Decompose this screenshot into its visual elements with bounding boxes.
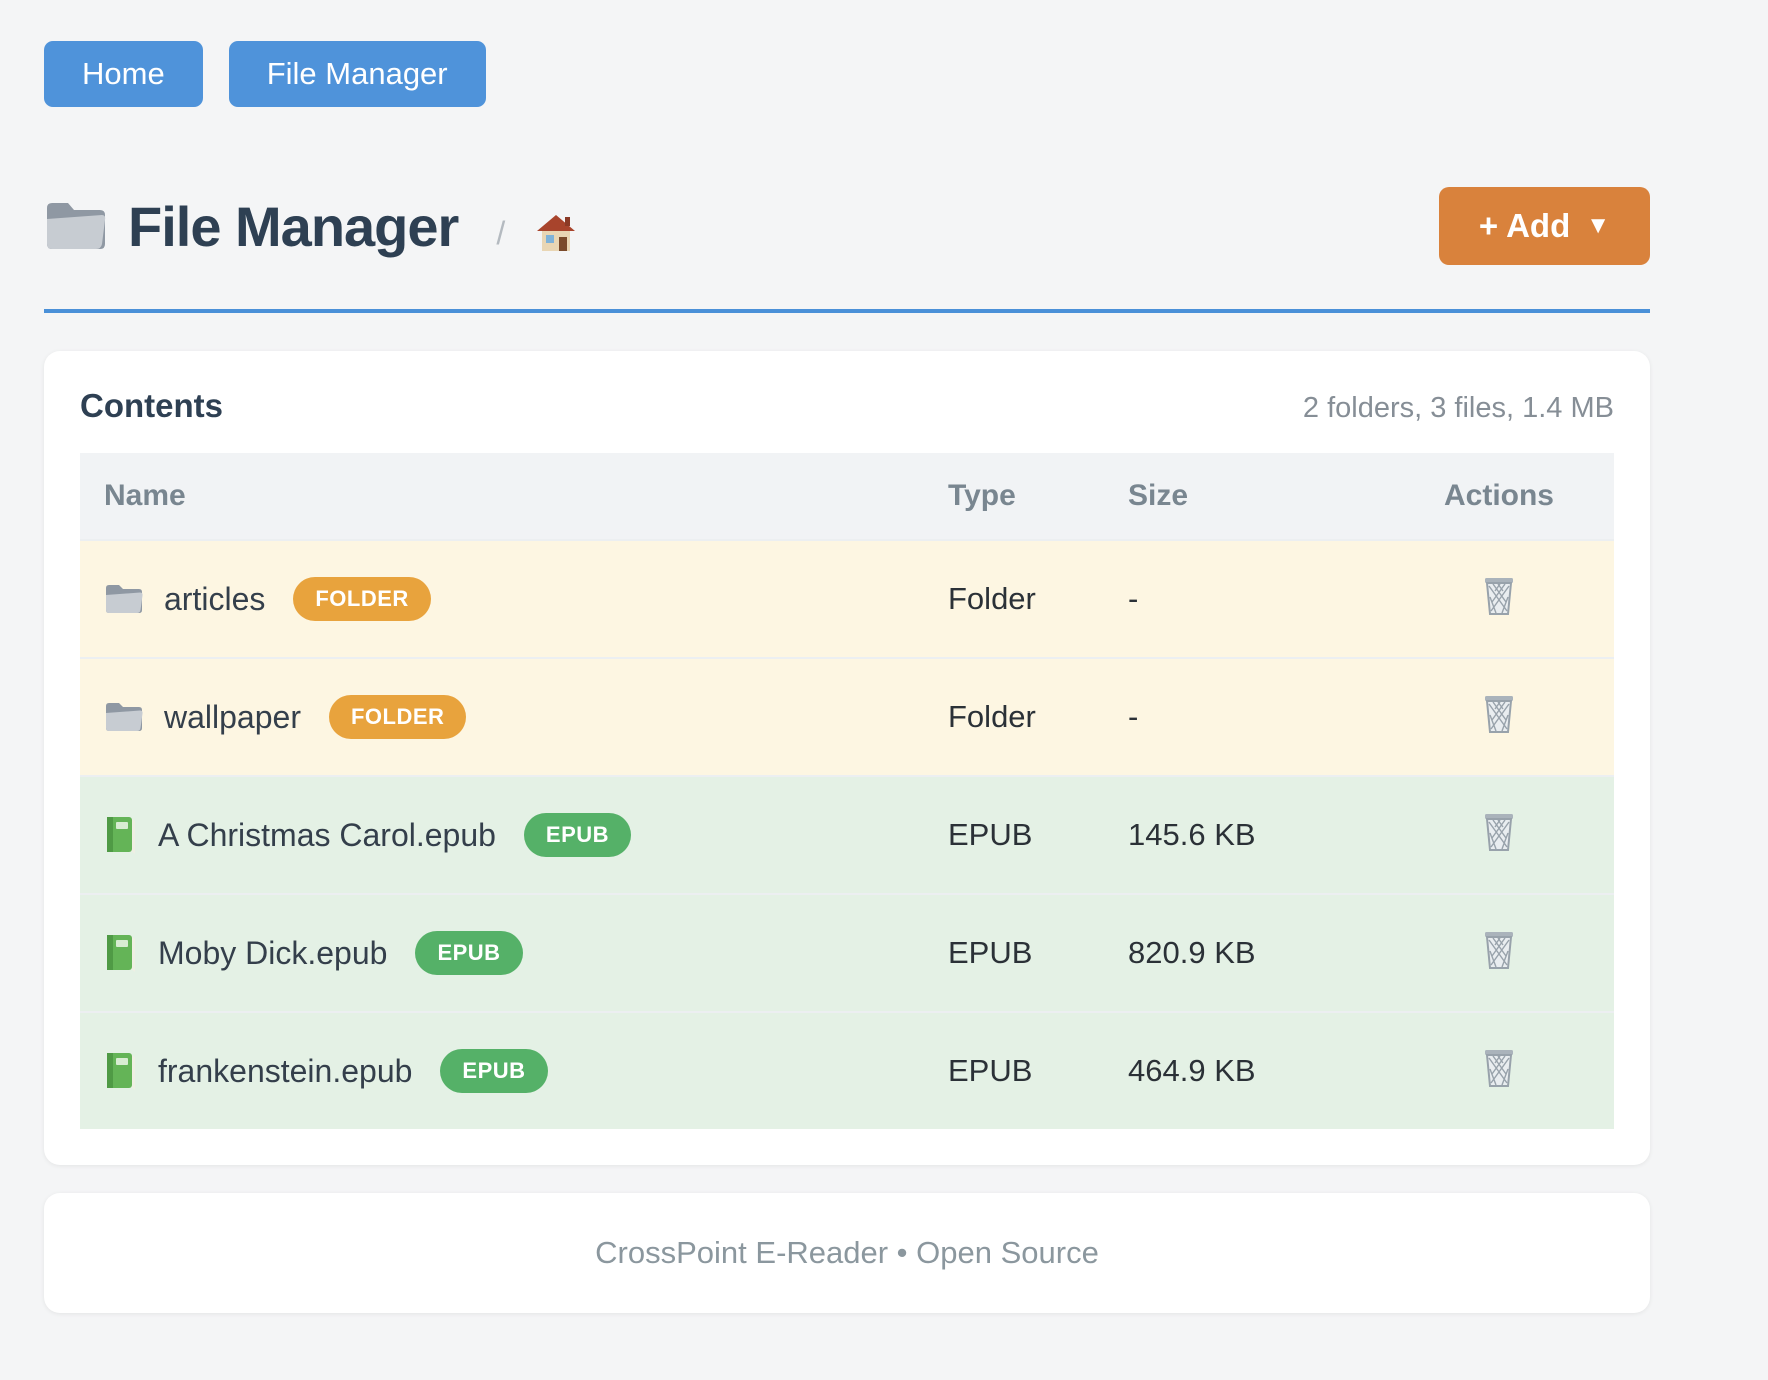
column-header-size: Size (1104, 453, 1384, 540)
home-button[interactable]: Home (44, 41, 203, 107)
size-cell: - (1104, 657, 1384, 776)
type-cell: Folder (924, 539, 1104, 658)
type-badge: FOLDER (293, 577, 431, 621)
table-header-row: Name Type Size Actions (80, 453, 1614, 540)
table-row: frankenstein.epub EPUB EPUB 464.9 KB (80, 1011, 1614, 1129)
file-link[interactable]: articles FOLDER (104, 577, 900, 621)
type-badge: EPUB (523, 813, 632, 857)
trash-icon (1479, 809, 1519, 853)
size-cell: 464.9 KB (1104, 1011, 1384, 1129)
folder-icon (104, 700, 144, 734)
footer-text: CrossPoint E-Reader • Open Source (595, 1235, 1099, 1270)
file-name: wallpaper (164, 698, 301, 735)
contents-summary: 2 folders, 3 files, 1.4 MB (1302, 392, 1614, 424)
trash-icon (1479, 573, 1519, 617)
house-icon[interactable] (535, 213, 577, 253)
chevron-down-icon: ▼ (1586, 212, 1610, 239)
size-cell: - (1104, 539, 1384, 658)
type-badge: FOLDER (328, 695, 467, 739)
delete-button[interactable] (1479, 1045, 1519, 1089)
file-manager-button[interactable]: File Manager (228, 41, 486, 107)
file-link[interactable]: wallpaper FOLDER (104, 695, 900, 739)
page-title: File Manager (128, 194, 459, 258)
table-row: Moby Dick.epub EPUB EPUB 820.9 KB (80, 893, 1614, 1012)
trash-icon (1479, 691, 1519, 735)
folder-icon (44, 199, 108, 253)
file-name: articles (164, 580, 266, 617)
column-header-type: Type (924, 453, 1104, 540)
contents-card: Contents 2 folders, 3 files, 1.4 MB Name… (44, 351, 1650, 1165)
size-cell: 145.6 KB (1104, 775, 1384, 894)
table-body: articles FOLDER Folder - (80, 539, 1614, 1129)
delete-button[interactable] (1479, 927, 1519, 971)
file-name: A Christmas Carol.epub (158, 816, 496, 853)
trash-icon (1479, 927, 1519, 971)
page: Home File Manager File Manager / (44, 41, 1650, 1313)
type-badge: EPUB (440, 1049, 548, 1093)
page-header: File Manager / + Add ▼ (44, 187, 1650, 265)
file-link[interactable]: A Christmas Carol.epub EPUB (104, 813, 900, 857)
column-header-actions: Actions (1384, 453, 1614, 540)
type-cell: EPUB (924, 775, 1104, 894)
column-header-name: Name (80, 453, 924, 540)
book-icon (104, 1051, 138, 1091)
trash-icon (1479, 1045, 1519, 1089)
type-cell: EPUB (924, 893, 1104, 1012)
table-row: articles FOLDER Folder - (80, 539, 1614, 658)
delete-button[interactable] (1479, 809, 1519, 853)
folder-icon (104, 582, 144, 616)
delete-button[interactable] (1479, 691, 1519, 735)
footer-card: CrossPoint E-Reader • Open Source (44, 1193, 1650, 1313)
file-link[interactable]: frankenstein.epub EPUB (104, 1049, 900, 1093)
book-icon (104, 815, 138, 855)
type-cell: Folder (924, 657, 1104, 776)
size-cell: 820.9 KB (1104, 893, 1384, 1012)
file-table: Name Type Size Actions articles FOLDER (80, 453, 1614, 1129)
file-link[interactable]: Moby Dick.epub EPUB (104, 931, 900, 975)
accent-divider (44, 309, 1650, 313)
title-wrap: File Manager / (44, 194, 577, 259)
type-cell: EPUB (924, 1011, 1104, 1129)
file-name: frankenstein.epub (158, 1052, 413, 1089)
contents-heading: Contents (80, 387, 223, 424)
table-row: wallpaper FOLDER Folder - (80, 657, 1614, 776)
delete-button[interactable] (1479, 573, 1519, 617)
add-button-label: + Add (1478, 207, 1571, 244)
book-icon (104, 933, 138, 973)
type-badge: EPUB (415, 931, 523, 975)
add-button[interactable]: + Add ▼ (1438, 187, 1650, 265)
table-row: A Christmas Carol.epub EPUB EPUB 145.6 K… (80, 775, 1614, 894)
breadcrumb-separator: / (496, 214, 506, 251)
top-nav: Home File Manager (44, 41, 1650, 107)
file-name: Moby Dick.epub (158, 934, 388, 971)
